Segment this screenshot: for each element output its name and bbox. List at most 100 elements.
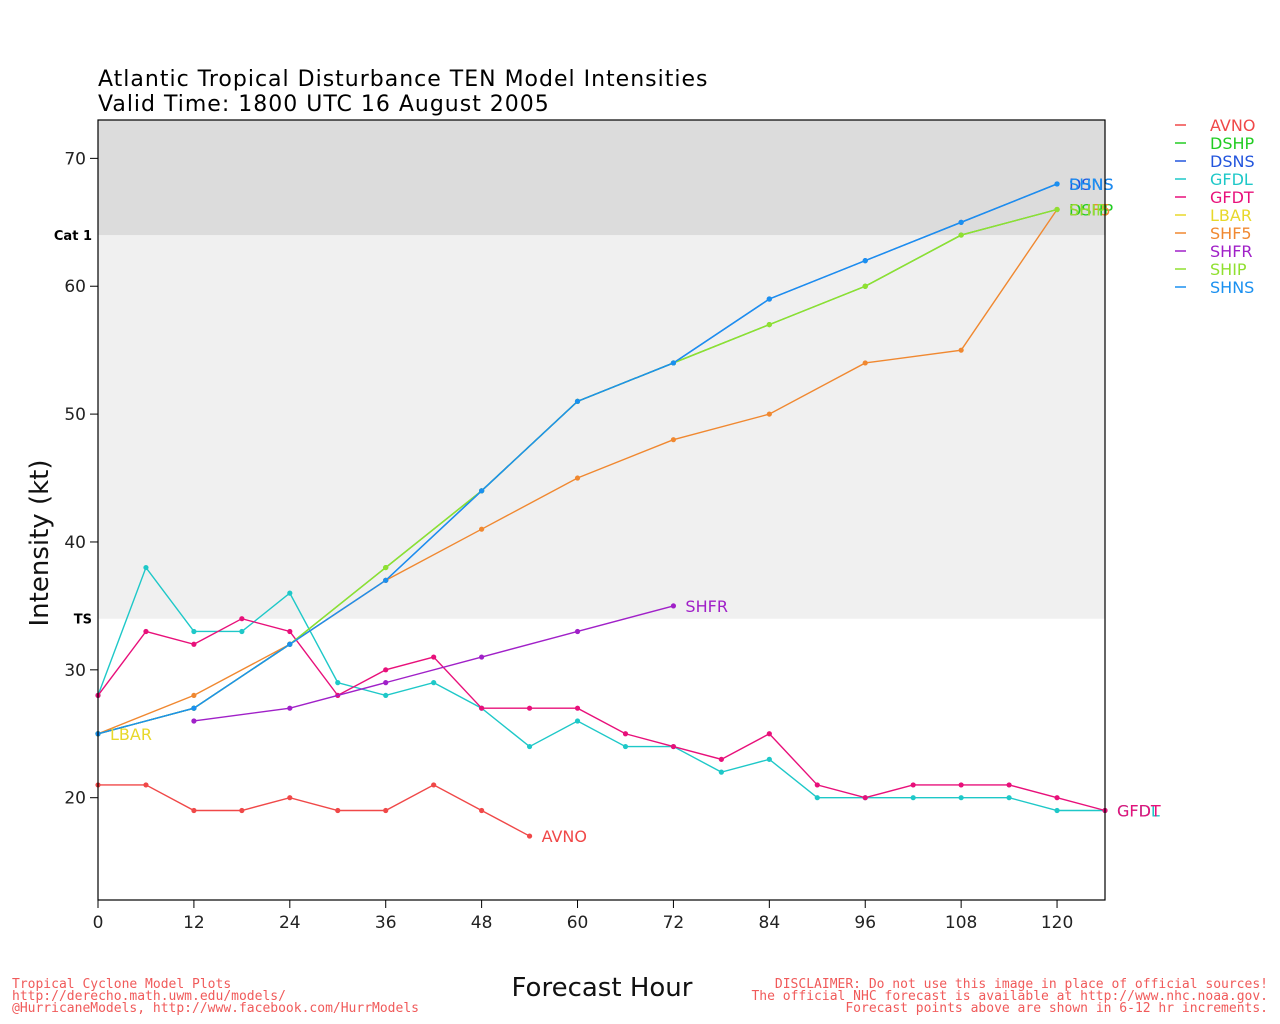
legend-entry-gfdt: GFDT [1210,188,1254,207]
data-point-gfdl [718,769,724,775]
footer-right-line-3: Forecast points above are shown in 6-12 … [845,1001,1268,1016]
data-point-shns [383,577,389,583]
data-point-shns [1054,181,1060,187]
data-point-gfdl [143,564,149,571]
x-axis-label: Forecast Hour [512,973,693,1003]
data-point-gfdl [335,680,341,686]
data-point-gfdt [239,616,245,622]
end-label-shf5: SHF5 [1069,201,1111,220]
data-point-gfdl [766,756,772,762]
data-point-ship [383,564,389,571]
legend-entry-dsns: DSNS [1210,152,1255,171]
series-line-shfr [193,605,674,722]
data-point-shns [862,258,868,264]
band-cat-1 [98,120,1105,236]
legend-entry-lbar: LBAR [1210,206,1252,225]
series-shns [95,181,1060,737]
intensity-bands: TS Cat 1 [54,120,1105,628]
series-lines [95,181,1108,839]
data-point-gfdt [1054,795,1060,801]
data-point-shfr [479,654,485,660]
band-ts [98,235,1105,619]
data-point-avno [479,807,485,814]
x-tick-label: 96 [854,913,876,933]
data-point-shns [574,398,581,404]
footer-left-line-1: Tropical Cyclone Model Plots [12,977,231,992]
data-point-shfr [191,718,197,724]
data-point-gfdt [574,705,581,711]
data-point-shf5 [958,347,964,353]
data-point-shns [191,705,197,711]
end-label-dshp: DSHP [1069,201,1114,220]
axis-ticks: 0 12 24 36 48 60 72 84 96 108 120 20 30 40 50 60 70 [64,149,1073,933]
x-tick-label: 108 [945,913,977,933]
data-point-shf5 [862,360,868,366]
data-point-gfdt [431,654,437,660]
end-label-lbar: LBAR [110,725,152,744]
end-label-gfdt: GFDT [1117,801,1161,820]
data-point-gfdl [622,743,629,750]
data-point-shf5 [670,437,677,443]
y-tick-label: 50 [64,405,86,425]
data-point-ship [1054,206,1060,213]
data-point-gfdl [910,795,916,801]
end-label-avno: AVNO [542,827,587,846]
data-point-gfdl [239,628,245,635]
data-point-ship [766,321,772,328]
chart-title: Atlantic Tropical Disturbance TEN Model … [98,67,708,92]
band-label-cat-1: Cat 1 [54,229,92,244]
data-point-gfdt [287,628,293,635]
x-tick-label: 12 [183,913,205,933]
series-line-gfdt [97,617,1106,812]
end-label-ship: SHIP [1069,201,1106,220]
data-point-gfdl [1054,807,1060,814]
end-label-gfdl: GFDL [1117,801,1160,820]
data-point-shns [479,488,485,494]
data-point-shfr [574,628,581,635]
series-gfdt [95,616,1108,814]
data-point-avno [287,795,293,801]
data-point-shns [766,296,772,302]
legend-entry-gfdl: GFDL [1210,170,1253,189]
data-point-gfdt [718,756,724,762]
data-point-shf5 [479,526,485,532]
legend-entry-ship: SHIP [1210,260,1247,279]
y-tick-label: 40 [64,533,86,553]
data-point-shf5 [574,475,581,481]
data-point-gfdt [814,782,820,788]
chart-subtitle: Valid Time: 1800 UTC 16 August 2005 [98,92,550,117]
data-point-gfdt [191,641,197,647]
x-tick-label: 84 [759,913,781,933]
data-point-gfdl [814,795,820,801]
data-point-gfdt [766,731,772,737]
data-point-shfr [670,603,677,609]
plot-frame [97,119,1106,901]
y-tick-label: 70 [64,149,86,169]
x-tick-label: 60 [567,913,589,933]
series-avno [95,782,533,839]
data-point-gfdt [143,628,149,635]
data-point-gfdl [574,718,581,724]
data-point-gfdl [1006,795,1012,801]
data-point-avno [335,807,341,814]
footer-left: Tropical Cyclone Model Plots http://dere… [12,977,419,1016]
data-point-avno [383,807,389,814]
x-tick-label: 0 [93,913,104,933]
y-axis-label: Intensity (kt) [25,460,55,627]
data-point-shfr [287,705,293,711]
data-point-ship [862,283,868,289]
data-point-gfdl [431,680,437,686]
data-point-avno [239,807,245,814]
data-point-shns [958,219,964,225]
end-label-shns: SHNS [1069,175,1113,194]
footer-left-line-3: @HurricaneModels, http://www.facebook.co… [12,1001,419,1016]
data-point-gfdt [958,782,964,788]
footer-right: DISCLAIMER: Do not use this image in pla… [751,977,1268,1016]
legend-entry-shf5: SHF5 [1210,224,1252,243]
x-tick-label: 72 [663,913,685,933]
y-tick-label: 30 [64,661,86,681]
data-point-avno [431,782,437,788]
footer-right-line-1: DISCLAIMER: Do not use this image in pla… [775,977,1268,992]
data-point-gfdt [670,743,677,750]
